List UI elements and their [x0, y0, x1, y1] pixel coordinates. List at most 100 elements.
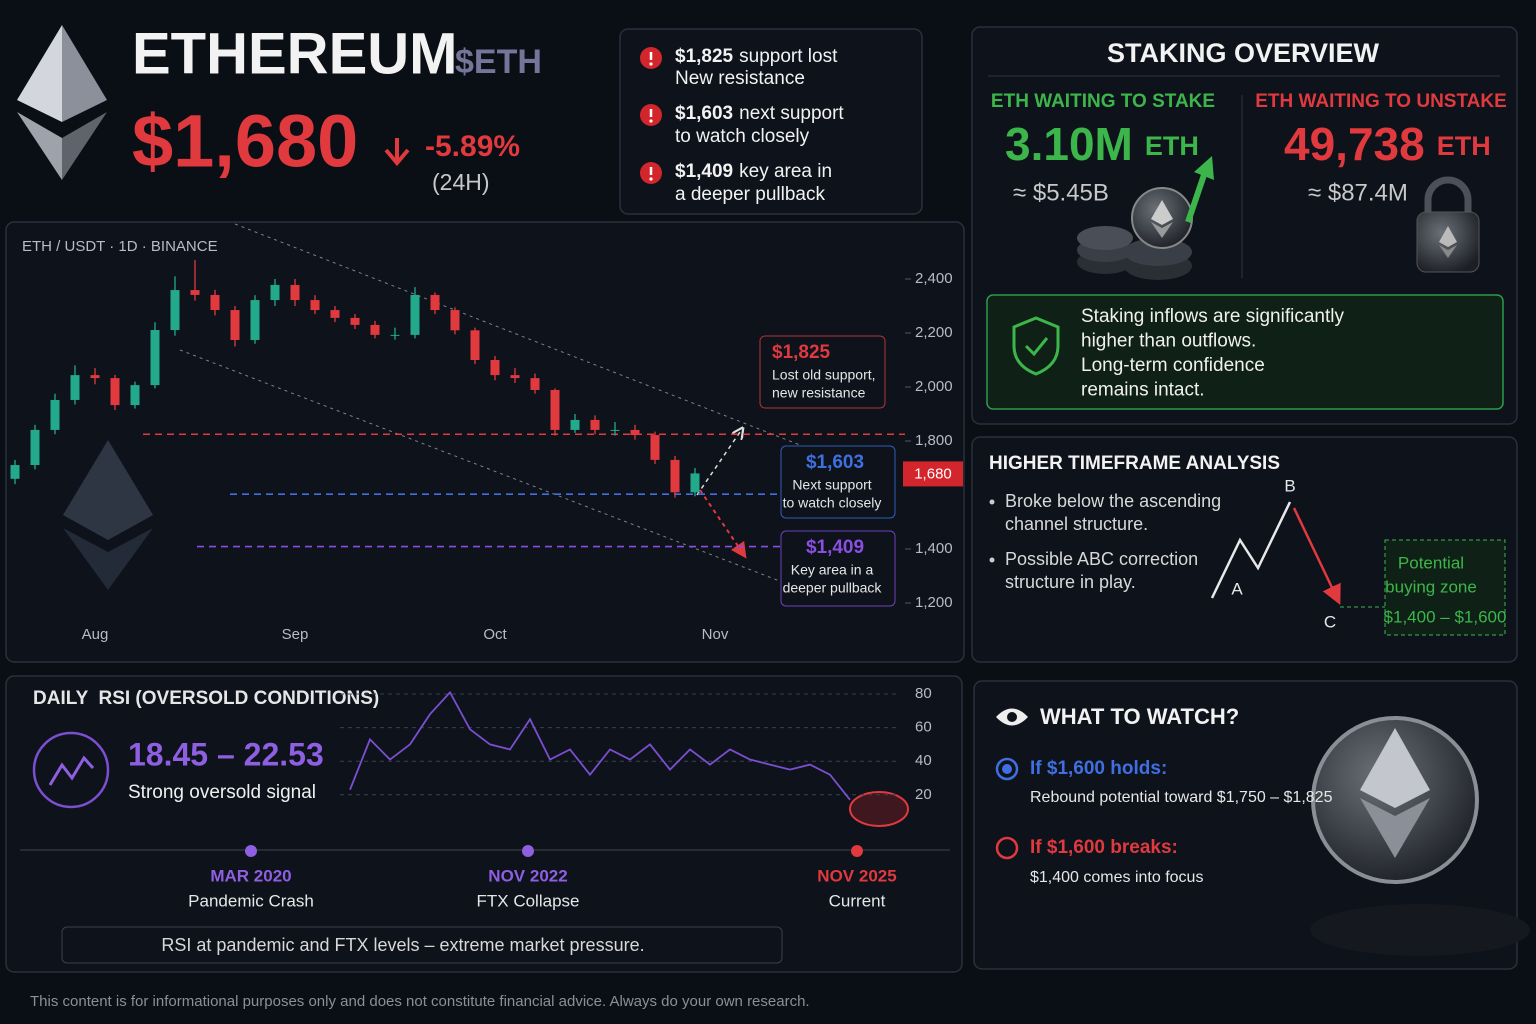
rsi-tick-label: 20 [915, 786, 932, 803]
htf-bullet: structure in play. [1005, 572, 1136, 592]
holds-text: Rebound potential toward $1,750 – $1,825 [1030, 789, 1333, 806]
level-label: $1,409 [806, 537, 864, 558]
timeline-label: Current [829, 891, 886, 910]
unstake-amount-part: ETH [1437, 131, 1491, 161]
breaks-text: $1,400 comes into focus [1030, 869, 1203, 886]
timeline-dot [851, 845, 863, 857]
stake-amount-part: 3.10M [1005, 118, 1133, 170]
staking-note: Long-term confidence [1081, 355, 1265, 376]
y-tick-label: 1,200 [915, 594, 953, 611]
level-box [780, 445, 896, 519]
x-tick-label: Oct [483, 626, 507, 643]
holds-title: If $1,600 holds: [1030, 758, 1167, 779]
wave-point: B [1284, 476, 1295, 495]
rsi-tick-label: 40 [915, 752, 932, 769]
htf-bullet: Broke below the ascending [1005, 491, 1221, 511]
staking-note: Staking inflows are significantly [1081, 306, 1344, 327]
wave-point: C [1324, 612, 1336, 631]
stake-amount-part: ETH [1145, 131, 1199, 161]
timeline-date: MAR 2020 [210, 866, 291, 885]
staking-title: STAKING OVERVIEW [1107, 38, 1380, 68]
candle-body [90, 375, 100, 379]
alert-icons [640, 47, 662, 184]
candle-body [350, 317, 360, 325]
candle-body [430, 294, 440, 311]
x-tick-label: Sep [282, 626, 309, 643]
candle-body [190, 290, 200, 295]
y-tick-label: 2,400 [915, 270, 953, 287]
eye-icon [996, 708, 1028, 726]
y-tick-label: 1,400 [915, 540, 953, 557]
buying-zone-box [1384, 539, 1506, 636]
up-arrow-head [1194, 156, 1214, 180]
radio-holds [995, 757, 1019, 781]
candle-body [390, 334, 400, 336]
candle-body [550, 389, 560, 430]
chart-title: ETH / USDT · 1D · BINANCE [22, 238, 218, 255]
eth-logo [17, 25, 107, 180]
alert-line: New resistance [675, 68, 805, 89]
title: ETHEREUM [132, 21, 457, 86]
alert-line-part: key area in [739, 161, 832, 182]
candle-body [10, 465, 20, 479]
radio-breaks [995, 836, 1019, 860]
candle-body [610, 429, 620, 431]
level-note: Lost old support, [772, 367, 876, 383]
wave-point: A [1231, 579, 1243, 598]
candle-body [210, 294, 220, 311]
candle-body [370, 324, 380, 335]
radio-holds-dot [1002, 764, 1012, 774]
timeline-label: Pandemic Crash [188, 891, 314, 910]
level-box [759, 335, 886, 409]
candle-body [450, 310, 460, 331]
candle-body [470, 330, 480, 360]
check-icon [1024, 337, 1049, 357]
candle-body [690, 473, 700, 493]
rsi-note: RSI at pandemic and FTX levels – extreme… [161, 935, 644, 955]
abc-arrow [1292, 507, 1341, 606]
candle-body [570, 419, 580, 430]
unstake-amount-part: 49,738 [1284, 118, 1425, 170]
alerts-panel [619, 28, 923, 215]
candle-body [310, 300, 320, 311]
disclaimer: This content is for informational purpos… [30, 993, 810, 1010]
price: $1,680 [132, 100, 358, 183]
ticker: $ETH [455, 43, 542, 81]
rsi-range: 18.45 – 22.53 [128, 736, 324, 772]
unstake-label: ETH WAITING TO UNSTAKE [1255, 91, 1507, 112]
candle-body [110, 378, 120, 406]
staking-note: higher than outflows. [1081, 331, 1256, 352]
candle-body [150, 330, 160, 386]
shield-icon [1012, 316, 1060, 376]
timeline-label: FTX Collapse [477, 891, 580, 910]
timeline-dot [522, 845, 534, 857]
alert-line-part: $1,603 [675, 103, 733, 124]
htf-bullets [989, 499, 995, 563]
htf-bullet: Possible ABC correction [1005, 549, 1198, 569]
zone-range: $1,400 – $1,600 [1384, 607, 1507, 626]
up-arrow [1185, 171, 1208, 223]
candle-body [130, 385, 140, 406]
rsi-subtitle: Strong oversold signal [128, 782, 316, 803]
rsi-panel [5, 675, 963, 973]
abc-wave [1210, 501, 1292, 599]
rsi-line [349, 690, 851, 801]
change: -5.89% [425, 130, 520, 163]
rsi-title: DAILY RSI (OVERSOLD CONDITIONS) [33, 688, 379, 709]
period: (24H) [432, 169, 490, 195]
rsi-tick-label: 60 [915, 719, 932, 736]
candle-body [590, 419, 600, 430]
level-box [780, 530, 896, 607]
candle-body [670, 459, 680, 493]
current-price-tag [903, 461, 963, 487]
alert-line: to watch closely [675, 126, 810, 147]
level-label: $1,603 [806, 452, 864, 473]
big-coin [1310, 716, 1530, 956]
level-note: to watch closely [783, 495, 882, 511]
level-note: new resistance [772, 385, 866, 401]
watch-title: WHAT TO WATCH? [1040, 704, 1239, 729]
price-chart-panel [5, 221, 965, 663]
stake-amount: 3.10M ETH [1005, 118, 1199, 170]
staking-note-box [986, 294, 1504, 410]
